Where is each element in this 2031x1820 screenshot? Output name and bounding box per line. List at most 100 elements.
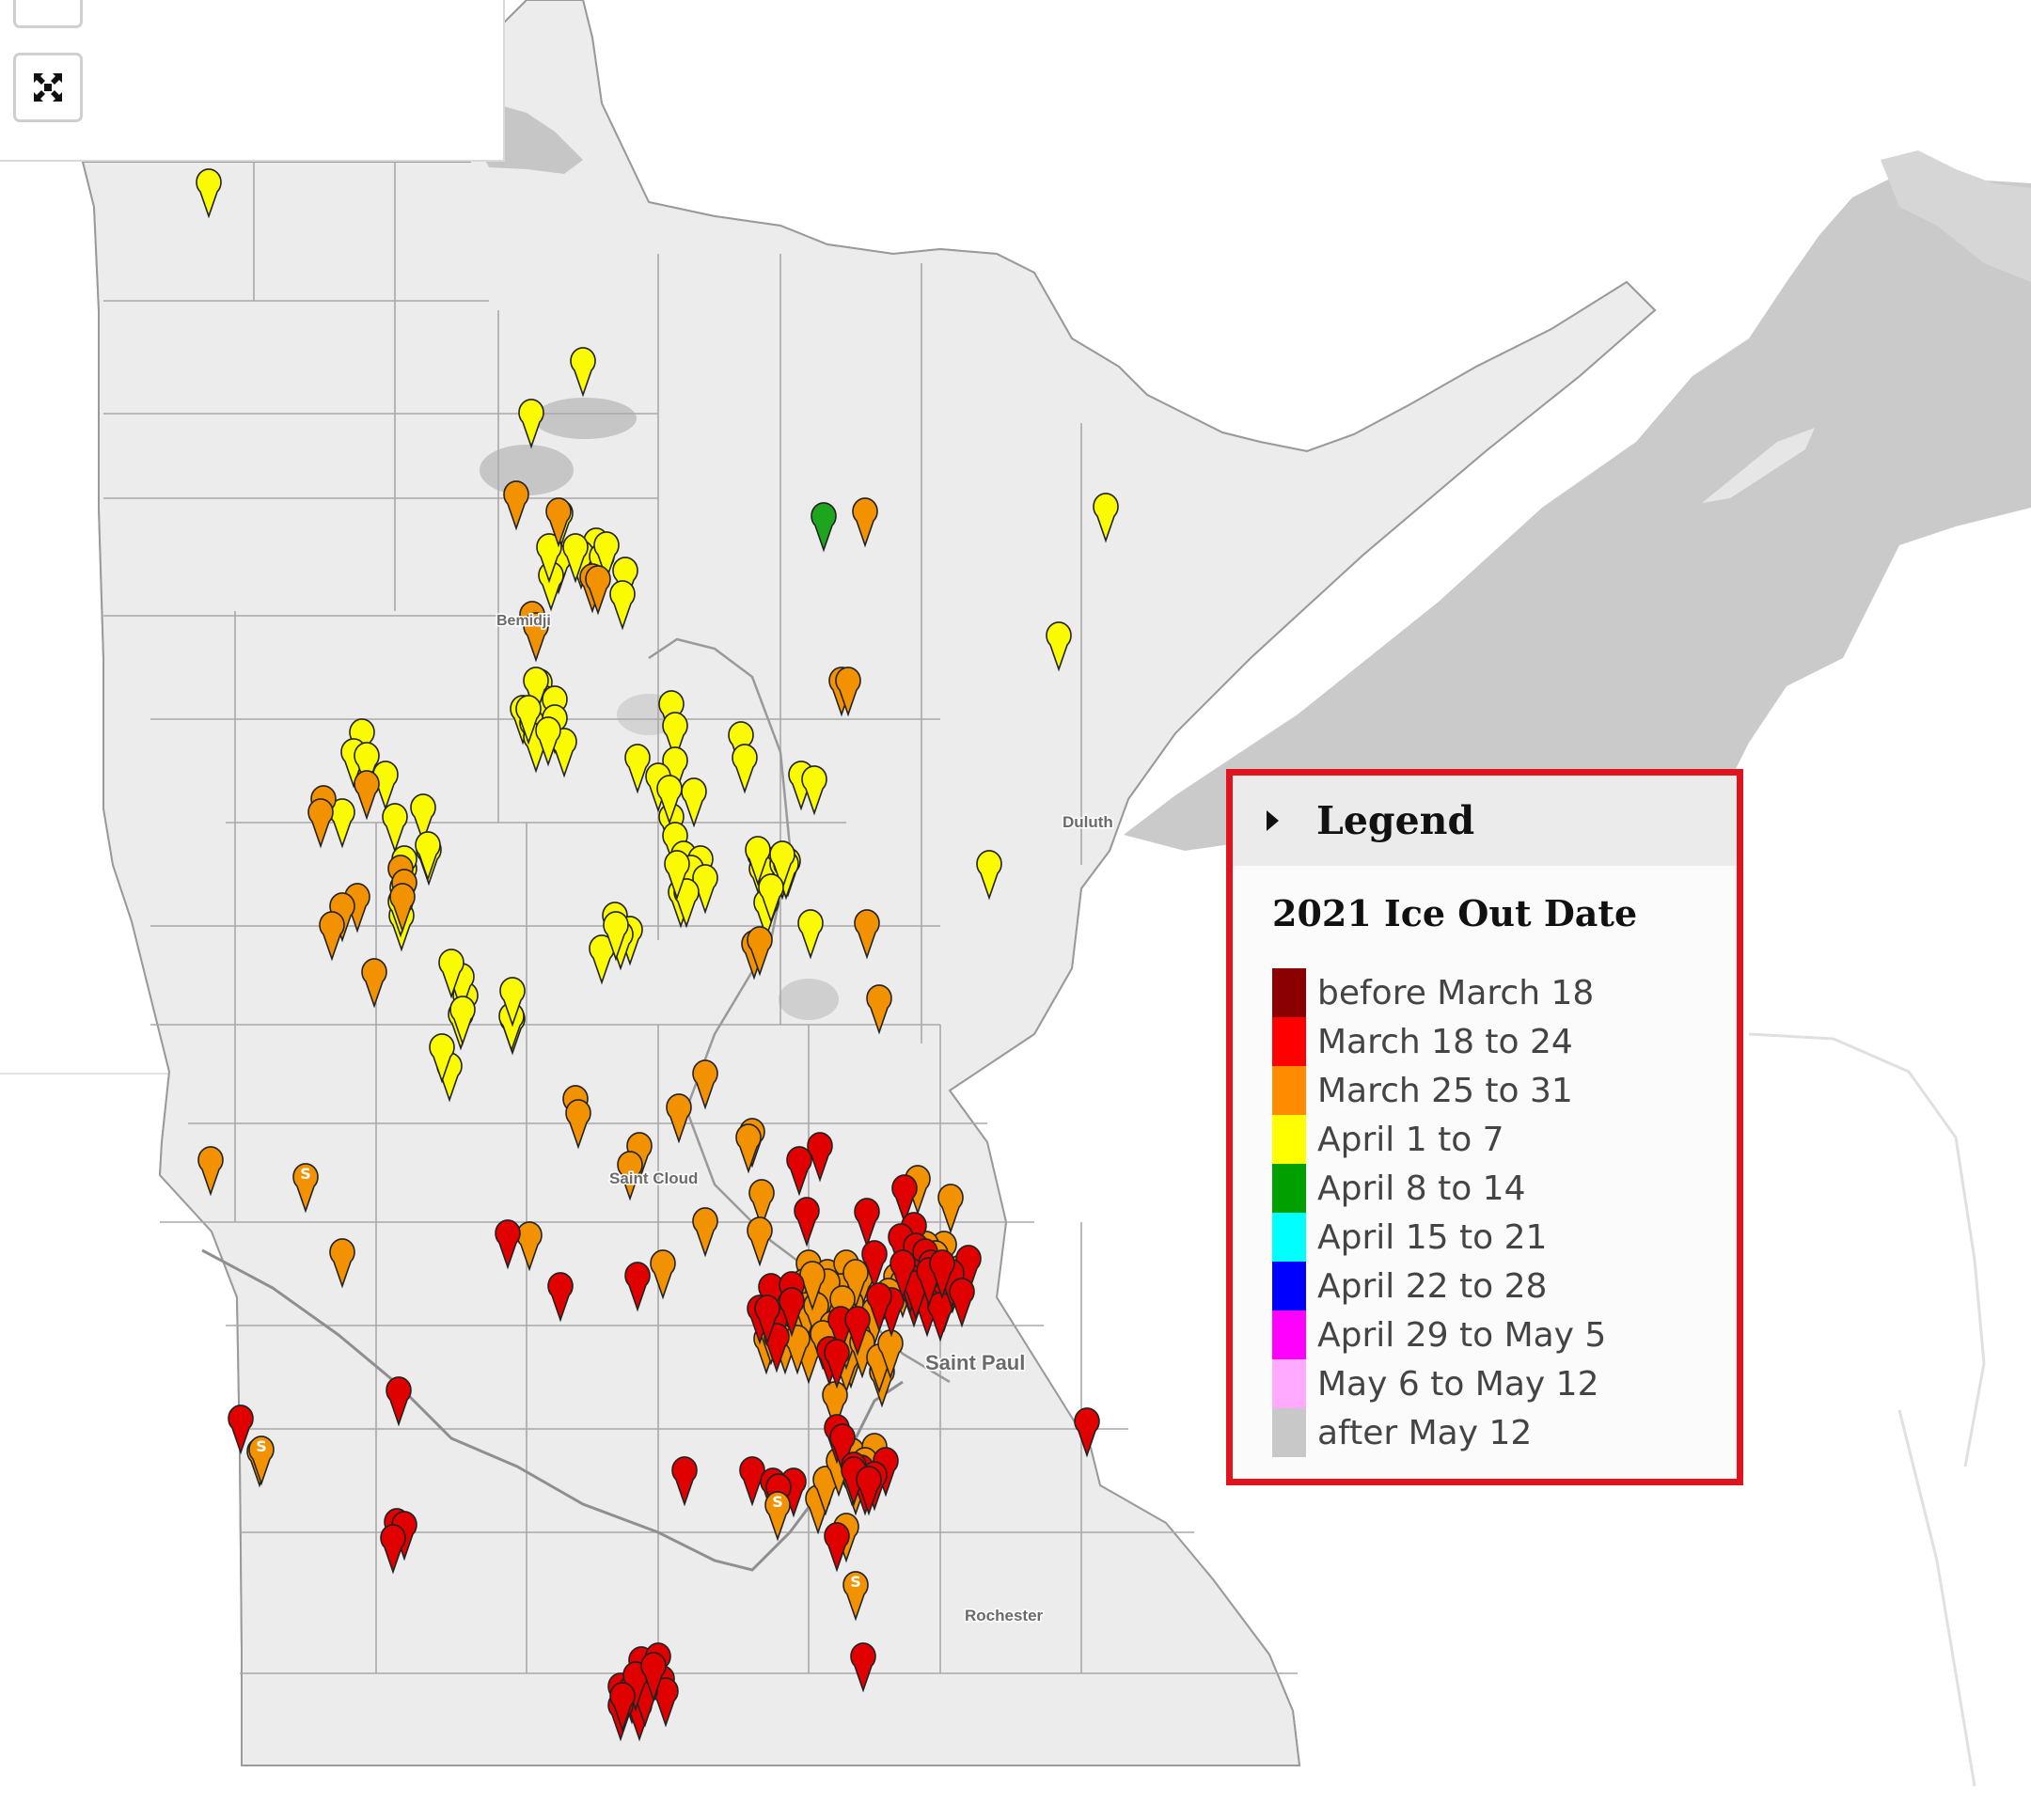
ice-out-marker[interactable] [861,1240,888,1291]
ice-out-marker[interactable] [656,775,683,825]
ice-out-marker[interactable] [662,712,688,762]
ice-out-marker[interactable] [890,1249,916,1300]
ice-out-marker[interactable] [852,497,878,548]
ice-out-marker[interactable]: S [764,1491,791,1542]
ice-out-marker[interactable] [640,1652,667,1702]
ice-out-marker[interactable] [536,533,562,584]
ice-out-marker[interactable] [786,1146,812,1197]
ice-out-marker[interactable] [354,770,380,821]
map-control-button[interactable] [13,0,83,28]
ice-out-marker[interactable] [410,793,436,844]
ice-out-marker[interactable] [547,1272,574,1323]
ice-out-marker[interactable] [844,1306,871,1357]
ice-out-marker[interactable] [545,497,572,548]
ice-out-marker[interactable] [415,831,441,882]
ice-out-marker[interactable] [354,742,380,792]
ice-out-marker[interactable] [754,1294,780,1345]
ice-out-marker[interactable] [758,873,784,924]
ice-out-marker[interactable] [523,612,549,663]
ice-out-marker[interactable] [835,667,861,717]
ice-out-marker[interactable] [797,909,824,960]
ice-out-marker[interactable] [523,667,549,717]
ice-out-marker[interactable] [824,1339,850,1389]
ice-out-marker[interactable] [854,1198,880,1248]
ice-out-marker[interactable] [503,480,529,531]
ice-out-marker[interactable] [732,744,758,794]
ice-out-marker[interactable] [495,1219,521,1270]
ice-out-marker[interactable] [856,1466,882,1516]
ice-out-marker[interactable] [585,565,611,616]
ice-out-marker[interactable] [624,744,651,794]
ice-out-marker[interactable] [429,1033,455,1084]
ice-out-marker[interactable] [747,1216,773,1267]
ice-out-marker[interactable] [779,1287,805,1338]
ice-out-marker[interactable] [329,1238,355,1289]
ice-out-marker[interactable] [929,1249,955,1300]
ice-out-marker[interactable] [1093,493,1119,543]
ice-out-marker[interactable] [361,958,387,1009]
ice-out-marker[interactable] [866,1282,892,1333]
ice-out-marker[interactable] [891,1174,918,1225]
ice-out-marker[interactable] [866,984,892,1035]
ice-out-marker[interactable] [664,850,690,901]
caret-right-icon[interactable] [1267,810,1279,831]
ice-out-marker[interactable] [389,883,416,934]
ice-out-marker[interactable] [949,1278,975,1328]
ice-out-marker[interactable] [854,909,880,960]
ice-out-marker[interactable] [769,840,795,891]
ice-out-marker[interactable] [666,1093,692,1144]
ice-out-marker[interactable] [976,850,1002,901]
ice-out-marker[interactable] [609,580,636,631]
ice-out-marker[interactable] [794,1197,820,1247]
ice-out-marker[interactable] [624,1262,651,1312]
ice-out-marker[interactable] [692,1059,718,1110]
ice-out-marker[interactable]: S [248,1436,275,1486]
ice-out-marker[interactable] [382,803,408,854]
ice-out-marker[interactable] [807,1132,833,1183]
ice-out-marker[interactable] [617,1151,643,1201]
ice-out-marker[interactable] [824,1522,850,1573]
ice-out-marker[interactable] [449,996,476,1046]
ice-out-marker[interactable] [609,1682,636,1733]
ice-out-marker[interactable] [811,502,837,553]
ice-out-marker[interactable] [535,716,561,767]
ice-out-marker[interactable] [196,168,222,219]
ice-out-marker[interactable] [681,777,707,828]
ice-out-marker[interactable] [197,1146,224,1197]
ice-out-marker[interactable]: S [842,1571,869,1622]
ice-out-marker[interactable] [801,765,827,816]
ice-out-marker[interactable] [1074,1407,1100,1458]
ice-out-marker[interactable] [735,1123,762,1174]
fullscreen-button[interactable] [13,53,83,122]
ice-out-marker[interactable] [380,1524,406,1575]
ice-out-marker[interactable] [650,1249,676,1300]
ice-out-marker[interactable] [671,1456,698,1507]
ice-out-marker[interactable] [562,533,589,584]
ice-out-marker[interactable]: S [292,1163,319,1214]
ice-out-marker[interactable] [307,798,334,849]
ice-out-marker[interactable] [228,1404,254,1455]
ice-out-marker[interactable] [386,1376,412,1427]
ice-out-markers[interactable]: S S S S [196,168,1119,1742]
ice-out-marker[interactable] [518,399,544,449]
ice-out-marker[interactable] [829,1423,856,1474]
ice-out-marker[interactable] [692,1207,718,1258]
ice-out-marker[interactable] [499,977,526,1028]
ice-out-marker[interactable] [748,1179,775,1230]
ice-out-marker[interactable] [842,1259,869,1310]
ice-out-marker[interactable] [764,1323,790,1373]
ice-out-marker[interactable] [570,347,596,398]
ice-out-marker[interactable] [747,926,773,977]
ice-out-marker[interactable] [593,531,620,582]
ice-out-marker[interactable] [850,1642,876,1693]
legend-header[interactable]: Legend [1233,776,1737,866]
ice-out-marker[interactable] [319,911,345,962]
ice-out-marker[interactable] [438,949,464,999]
ice-out-marker[interactable] [565,1099,591,1150]
ice-out-marker[interactable] [937,1184,964,1234]
ice-out-marker[interactable] [1046,621,1072,672]
ice-out-marker[interactable] [515,695,542,745]
ice-out-marker[interactable] [603,911,629,962]
ice-out-marker[interactable] [673,878,700,929]
